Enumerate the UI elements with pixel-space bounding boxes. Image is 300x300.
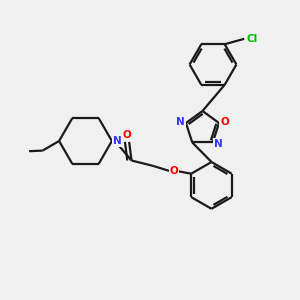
Text: N: N xyxy=(214,139,223,149)
Text: O: O xyxy=(220,116,229,127)
Text: Cl: Cl xyxy=(247,34,258,44)
Text: N: N xyxy=(176,116,185,127)
Text: N: N xyxy=(113,136,122,146)
Text: O: O xyxy=(170,166,178,176)
Text: O: O xyxy=(122,130,131,140)
